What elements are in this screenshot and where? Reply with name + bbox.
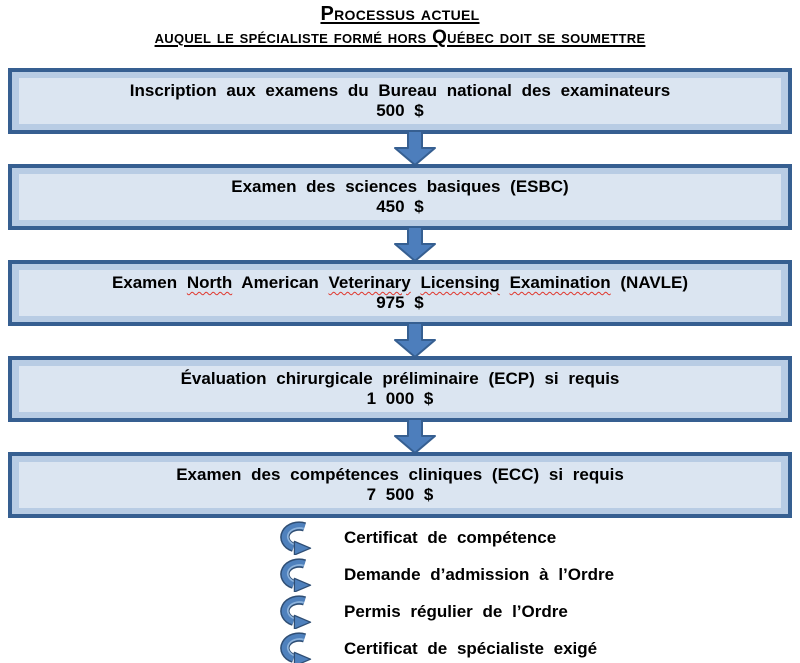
outcome-row-certificat-specialiste: Certificat de spécialiste exigé	[0, 630, 800, 663]
page-title: Processus actuel auquel le spécialiste f…	[0, 0, 800, 50]
outcome-label: Permis régulier de l’Ordre	[344, 601, 568, 621]
down-arrow-icon	[394, 323, 436, 358]
outcome-label: Demande d’admission à l’Ordre	[344, 564, 615, 584]
flow-step-ecp-panel: Évaluation chirurgicale préliminaire (EC…	[19, 366, 781, 412]
flow-step-ecc-panel: Examen des compétences cliniques (ECC) s…	[19, 462, 781, 508]
step-price: 450 $	[376, 197, 424, 216]
step-title-segment-misspelled: Examination	[509, 273, 611, 292]
page-title-line-2: auquel le spécialiste formé hors Québec …	[154, 27, 646, 48]
step-title: Inscription aux examens du Bureau nation…	[129, 81, 671, 100]
curved-arrow-icon	[280, 594, 312, 629]
step-title: Examen North American Veterinary Licensi…	[112, 273, 688, 293]
outcome-label: Certificat de compétence	[344, 527, 557, 547]
flow-step-ecc: Examen des compétences cliniques (ECC) s…	[8, 452, 792, 518]
flow-step-ecp: Évaluation chirurgicale préliminaire (EC…	[8, 356, 792, 422]
outcome-row-permis-regulier: Permis régulier de l’Ordre	[0, 593, 800, 630]
step-title-segment-misspelled: Licensing	[420, 273, 500, 292]
step-title-segment: American	[232, 273, 329, 292]
connector-1	[0, 131, 800, 166]
step-title: Évaluation chirurgicale préliminaire (EC…	[180, 369, 620, 388]
step-title: Examen des sciences basiques (ESBC)	[231, 177, 569, 196]
step-title-segment: (NAVLE)	[610, 273, 689, 292]
step-title-segment	[500, 273, 510, 292]
connector-4	[0, 419, 800, 454]
step-title: Examen des compétences cliniques (ECC) s…	[176, 465, 624, 484]
down-arrow-icon	[394, 419, 436, 454]
flow-step-inscription-panel: Inscription aux examens du Bureau nation…	[19, 78, 781, 124]
step-title-segment: Examen	[111, 273, 187, 292]
outcomes-list: Certificat de compétence Demande d’admis…	[0, 518, 800, 663]
connector-3	[0, 323, 800, 358]
step-title-segment-misspelled: Veterinary	[328, 273, 411, 292]
flow-step-navle-panel: Examen North American Veterinary Licensi…	[19, 270, 781, 316]
curved-arrow-icon	[280, 557, 312, 592]
step-price: 500 $	[376, 101, 424, 120]
step-price: 975 $	[376, 293, 424, 312]
down-arrow-icon	[394, 227, 436, 262]
flow-step-esbc-panel: Examen des sciences basiques (ESBC) 450 …	[19, 174, 781, 220]
step-title-segment-misspelled: North	[186, 273, 233, 292]
outcome-row-certificat-competence: Certificat de compétence	[0, 519, 800, 556]
outcome-row-demande-admission: Demande d’admission à l’Ordre	[0, 556, 800, 593]
step-price: 1 000 $	[366, 389, 434, 408]
step-price: 7 500 $	[366, 485, 434, 504]
step-title-segment	[411, 273, 421, 292]
down-arrow-icon	[394, 131, 436, 166]
flow-step-inscription: Inscription aux examens du Bureau nation…	[8, 68, 792, 134]
connector-2	[0, 227, 800, 262]
flow-step-esbc: Examen des sciences basiques (ESBC) 450 …	[8, 164, 792, 230]
flowchart: Inscription aux examens du Bureau nation…	[0, 68, 800, 518]
curved-arrow-icon	[280, 631, 312, 663]
curved-arrow-icon	[280, 520, 312, 555]
page-title-line-1: Processus actuel	[320, 3, 480, 25]
flow-step-navle: Examen North American Veterinary Licensi…	[8, 260, 792, 326]
outcome-label: Certificat de spécialiste exigé	[344, 638, 598, 658]
